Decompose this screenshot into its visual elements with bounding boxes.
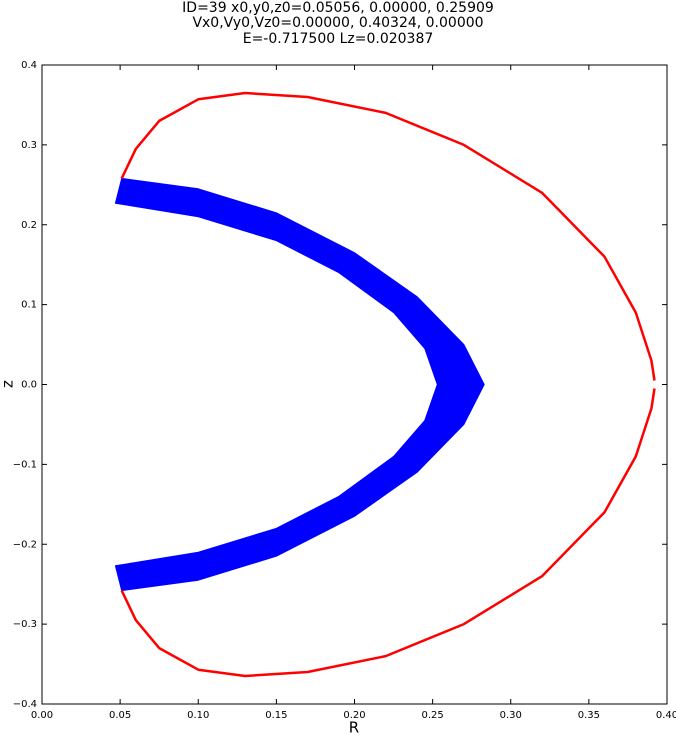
y-tick-label: 0.0 bbox=[21, 380, 37, 391]
x-tick-label: 0.35 bbox=[578, 710, 600, 721]
plot-frame bbox=[41, 64, 668, 705]
x-tick-label: 0.20 bbox=[343, 710, 365, 721]
x-tick-label: 0.00 bbox=[31, 710, 53, 721]
orbit-area bbox=[114, 177, 485, 592]
y-tick-label: 0.2 bbox=[21, 220, 37, 231]
x-tick-label: 0.40 bbox=[656, 710, 676, 721]
x-tick-label: 0.15 bbox=[265, 710, 287, 721]
y-tick-label: −0.1 bbox=[13, 459, 37, 470]
x-axis-label: R bbox=[349, 719, 359, 736]
y-tick-label: 0.4 bbox=[21, 60, 37, 71]
title-line: E=-0.717500 Lz=0.020387 bbox=[243, 31, 434, 47]
y-tick-label: 0.1 bbox=[21, 300, 37, 311]
title-line: Vx0,Vy0,Vz0=0.00000, 0.40324, 0.00000 bbox=[192, 15, 483, 31]
title-line: ID=39 x0,y0,z0=0.05056, 0.00000, 0.25909 bbox=[182, 0, 494, 16]
x-tick-label: 0.25 bbox=[421, 710, 443, 721]
y-tick-label: −0.4 bbox=[13, 699, 37, 710]
orbit-line bbox=[120, 91, 656, 678]
y-tick-label: −0.3 bbox=[13, 619, 37, 630]
x-tick-label: 0.30 bbox=[500, 710, 522, 721]
y-tick-label: −0.2 bbox=[13, 539, 37, 550]
y-tick-label: 0.3 bbox=[21, 140, 37, 151]
x-tick-label: 0.05 bbox=[109, 710, 131, 721]
x-tick-label: 0.10 bbox=[187, 710, 209, 721]
y-axis-label: z bbox=[0, 380, 17, 388]
